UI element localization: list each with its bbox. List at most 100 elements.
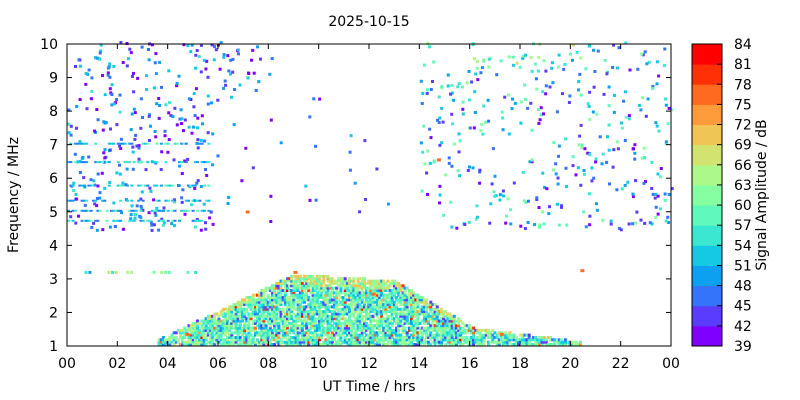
heatmap-cell (258, 296, 262, 299)
heatmap-cell (339, 328, 343, 332)
heatmap-cell (324, 307, 328, 311)
heatmap-cell (416, 310, 420, 314)
heatmap-cell (367, 312, 371, 316)
heatmap-cell (208, 321, 212, 325)
heatmap-cell (401, 317, 405, 321)
heatmap-cell (529, 56, 533, 60)
heatmap-cell (556, 182, 560, 186)
heatmap-cell (275, 293, 279, 297)
heatmap-cell (315, 336, 319, 339)
heatmap-cell (337, 291, 341, 295)
heatmap-cell (155, 209, 159, 212)
heatmap-cell (134, 213, 138, 217)
heatmap-cell (232, 321, 236, 325)
heatmap-cell (341, 312, 345, 316)
heatmap-cell (470, 80, 474, 84)
heatmap-cell (208, 328, 212, 332)
heatmap-cell (395, 281, 398, 285)
heatmap-cell (290, 324, 294, 328)
heatmap-cell (431, 303, 435, 307)
heatmap-cell (348, 150, 352, 154)
heatmap-cell (288, 277, 292, 281)
heatmap-cell (348, 326, 351, 330)
heatmap-cell (405, 305, 409, 309)
heatmap-cell (294, 279, 298, 283)
heatmap-cell (367, 296, 371, 299)
heatmap-cell (544, 343, 548, 346)
heatmap-cell (358, 317, 362, 321)
heatmap-cell (386, 310, 390, 314)
heatmap-cell (390, 291, 394, 295)
heatmap-cell (114, 219, 118, 222)
heatmap-cell (305, 284, 309, 288)
heatmap-cell (232, 317, 236, 321)
heatmap-cell (650, 187, 654, 190)
heatmap-cell (343, 284, 347, 288)
heatmap-cell (343, 338, 347, 342)
heatmap-cell (425, 333, 428, 337)
heatmap-cell (288, 321, 292, 325)
heatmap-cell (187, 324, 191, 328)
heatmap-cell (189, 326, 193, 330)
heatmap-cell (390, 293, 394, 297)
heatmap-cell (152, 223, 156, 227)
heatmap-cell (277, 343, 281, 346)
heatmap-cell (286, 314, 289, 318)
heatmap-cell (206, 333, 210, 337)
heatmap-cell (335, 298, 339, 302)
heatmap-cell (420, 307, 424, 311)
heatmap-cell (298, 343, 302, 346)
heatmap-cell (350, 305, 354, 309)
heatmap-cell (429, 343, 433, 346)
heatmap-cell (264, 338, 268, 342)
heatmap-cell (429, 136, 433, 140)
heatmap-cell (442, 324, 446, 328)
heatmap-cell (157, 199, 161, 202)
heatmap-cell (363, 300, 366, 304)
heatmap-cell (450, 328, 454, 332)
heatmap-cell (427, 326, 431, 330)
heatmap-cell (311, 319, 315, 323)
heatmap-cell (348, 279, 351, 283)
heatmap-cell (300, 326, 304, 330)
heatmap-cell (119, 41, 123, 44)
heatmap-cell (307, 274, 311, 278)
heatmap-cell (553, 338, 557, 342)
heatmap-cell (657, 129, 661, 133)
heatmap-cell (249, 328, 253, 332)
heatmap-cell (526, 199, 530, 203)
heatmap-cell (266, 333, 270, 337)
heatmap-cell (241, 314, 244, 318)
heatmap-cell (339, 343, 343, 346)
heatmap-cell (149, 220, 153, 224)
heatmap-cell (262, 324, 266, 328)
heatmap-cell (303, 286, 307, 290)
heatmap-cell (333, 305, 336, 309)
heatmap-cell (253, 319, 257, 323)
heatmap-cell (390, 300, 394, 304)
heatmap-cell (667, 106, 671, 110)
heatmap-cell (198, 328, 202, 332)
colorbar-swatch (692, 184, 722, 206)
heatmap-cell (210, 101, 213, 105)
heatmap-cell (390, 343, 394, 346)
heatmap-cell (200, 161, 204, 164)
heatmap-cell (273, 324, 277, 328)
heatmap-cell (499, 331, 503, 335)
heatmap-cell (369, 293, 373, 297)
heatmap-cell (204, 317, 208, 321)
x-tick-label: 20 (561, 356, 579, 372)
heatmap-cell (189, 324, 193, 328)
heatmap-cell (511, 63, 515, 67)
heatmap-cell (452, 326, 456, 330)
heatmap-cell (311, 296, 315, 299)
heatmap-cell (103, 186, 107, 190)
heatmap-cell (294, 336, 298, 339)
heatmap-cell (375, 343, 379, 346)
heatmap-cell (360, 333, 364, 337)
heatmap-cell (128, 161, 132, 164)
heatmap-cell (322, 331, 326, 335)
heatmap-cell (157, 340, 161, 344)
heatmap-cell (352, 279, 356, 283)
heatmap-cell (525, 338, 529, 342)
